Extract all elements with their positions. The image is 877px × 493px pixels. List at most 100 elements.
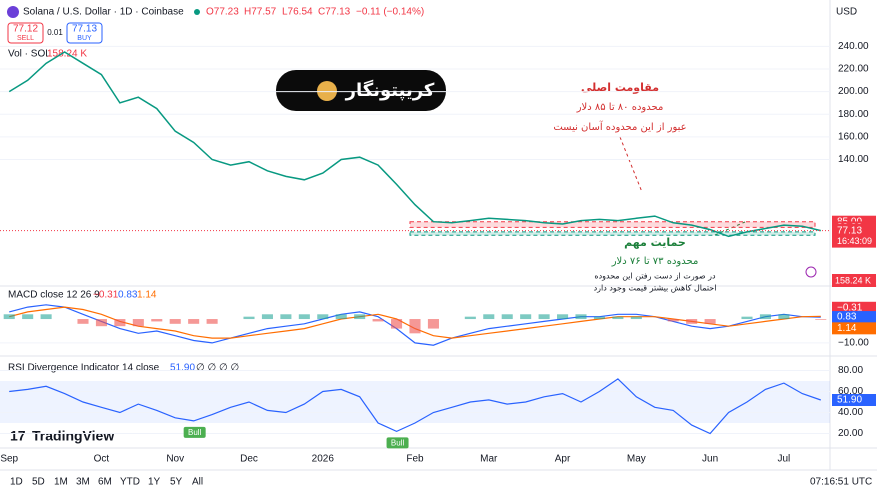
range-button[interactable]: YTD [120, 477, 140, 488]
annotation: احتمال کاهش بیشتر قیمت وجود دارد [594, 284, 717, 293]
zone [409, 221, 816, 228]
x-tick-label: Nov [166, 454, 184, 465]
histogram-bar [132, 319, 144, 327]
sell-button[interactable] [7, 22, 44, 44]
histogram-bar [557, 314, 569, 320]
range-button[interactable]: 3M [76, 477, 90, 488]
y-tick-label: −10.00 [838, 337, 869, 348]
value-box [832, 322, 876, 335]
spread: 0.01 [47, 28, 63, 37]
annotation: عبور از این محدوده آسان نیست [553, 120, 686, 133]
volume-box [832, 274, 876, 287]
histogram-bar [3, 314, 15, 320]
histogram-bar [95, 319, 107, 327]
last-price-box [832, 223, 876, 248]
event-icon[interactable] [805, 266, 817, 278]
histogram-bar [206, 319, 218, 324]
histogram-bar [427, 319, 439, 329]
y-tick-label: 60.00 [838, 386, 863, 397]
y-tick-label: 80.00 [838, 365, 863, 376]
ohlc: O77.23 [206, 7, 239, 18]
macd-value: −0.31 [93, 290, 119, 301]
status-dot [194, 9, 200, 15]
annotation: محدوده ۷۳ تا ۷۶ دلار [611, 256, 699, 267]
y-tick-label: 20.00 [838, 428, 863, 439]
y-tick-label: 240.00 [838, 41, 869, 52]
histogram-bar [188, 319, 200, 324]
y-tick-label: 40.00 [838, 407, 863, 418]
histogram-bar [741, 316, 753, 320]
histogram-bar [298, 314, 310, 320]
rsi-band [0, 381, 830, 423]
logo-icon [317, 81, 337, 101]
histogram-bar [630, 316, 642, 320]
histogram-bar [77, 319, 89, 324]
ohlc: L76.54 [282, 7, 313, 18]
y-tick-label: 220.00 [838, 64, 869, 75]
brand: TradingView [32, 428, 114, 444]
y-tick-label: 140.00 [838, 154, 869, 165]
range-button[interactable]: 5D [32, 477, 45, 488]
histogram-bar [354, 314, 366, 320]
value-box [832, 394, 876, 407]
range-button[interactable]: 5Y [170, 477, 183, 488]
rsi-title: RSI Divergence Indicator 14 close [8, 363, 160, 374]
macd-value: 0.83 [118, 290, 138, 301]
range-button[interactable]: 1M [54, 477, 68, 488]
histogram-bar [317, 314, 329, 320]
histogram-bar [686, 319, 698, 324]
x-tick-label: Apr [555, 454, 571, 465]
series-line [8, 51, 821, 238]
histogram-bar [520, 314, 532, 320]
clock: 07:16:51 UTC [810, 477, 872, 488]
signal-badge [183, 426, 206, 438]
x-tick-label: Sep [0, 454, 18, 465]
histogram-bar [22, 314, 34, 320]
histogram-bar [169, 319, 181, 324]
buy-button[interactable] [66, 22, 103, 44]
histogram-bar [538, 314, 550, 320]
symbol: Solana / U.S. Dollar · 1D · Coinbase [23, 7, 184, 18]
histogram-bar [261, 314, 273, 320]
histogram-bar [704, 319, 716, 324]
signal-label: Bull [188, 428, 202, 437]
sell-price: 77.12 [13, 24, 38, 35]
value-label: 1.14 [837, 323, 857, 334]
x-tick-label: May [627, 454, 646, 465]
y-tick-label: 200.00 [838, 86, 869, 97]
range-button[interactable]: All [192, 477, 203, 488]
histogram-bar [151, 319, 163, 322]
currency[interactable]: USD [836, 7, 857, 18]
range-button[interactable]: 1Y [148, 477, 161, 488]
buy-price: 77.13 [72, 24, 97, 35]
histogram-bar [483, 314, 495, 320]
x-tick-label: Dec [240, 454, 258, 465]
histogram-bar [815, 319, 827, 320]
value-label: −0.31 [837, 302, 863, 313]
histogram-bar [593, 316, 605, 320]
ohlc: −0.11 (−0.14%) [356, 7, 424, 18]
series-line [9, 378, 821, 435]
range-button[interactable]: 1D [10, 477, 23, 488]
histogram-bar [464, 316, 476, 320]
brand-mark: 17 [10, 428, 26, 444]
histogram-bar [612, 316, 624, 320]
value-label: 51.90 [837, 395, 862, 406]
series-line [9, 304, 821, 346]
buy-label: BUY [77, 35, 92, 42]
ohlc: H77.57 [244, 7, 277, 18]
signal-badge [386, 437, 409, 449]
countdown: 16:43:09 [837, 236, 872, 246]
histogram-bar [759, 314, 771, 320]
annotation-arrow [619, 136, 643, 193]
histogram-bar [114, 319, 126, 327]
histogram-bar [575, 314, 587, 320]
y-tick-label: 180.00 [838, 109, 869, 120]
histogram-bar [778, 314, 790, 320]
value-label: 0.83 [837, 312, 857, 323]
macd-title: MACD close 12 26 9 [8, 290, 100, 301]
range-button[interactable]: 6M [98, 477, 112, 488]
histogram-bar [243, 316, 255, 320]
histogram-bar [280, 314, 292, 320]
